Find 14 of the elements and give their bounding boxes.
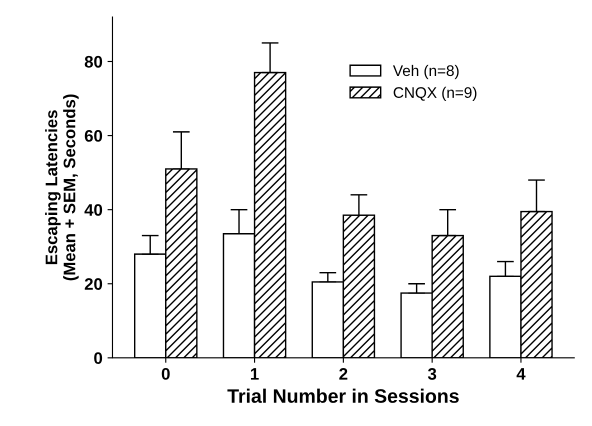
y-axis-title: Escaping Latencies (Mean + SEM, Seconds) <box>45 94 79 280</box>
x-tick-label: 4 <box>516 368 526 380</box>
y-tick-label: 80 <box>84 56 102 68</box>
x-tick-label: 3 <box>428 368 436 380</box>
legend-label: CNQX (n=9) <box>394 86 476 101</box>
x-axis-title: Trial Number in Sessions <box>227 388 459 403</box>
y-tick-label: 40 <box>84 204 102 216</box>
legend-label: Veh (n=8) <box>392 64 459 80</box>
x-tick-label: 1 <box>250 368 259 380</box>
x-tick-label: 2 <box>339 368 348 380</box>
y-tick-label: 0 <box>94 352 102 364</box>
y-tick-label: 20 <box>84 278 102 290</box>
x-tick-label: 0 <box>162 368 170 380</box>
y-tick-label: 60 <box>84 130 102 142</box>
